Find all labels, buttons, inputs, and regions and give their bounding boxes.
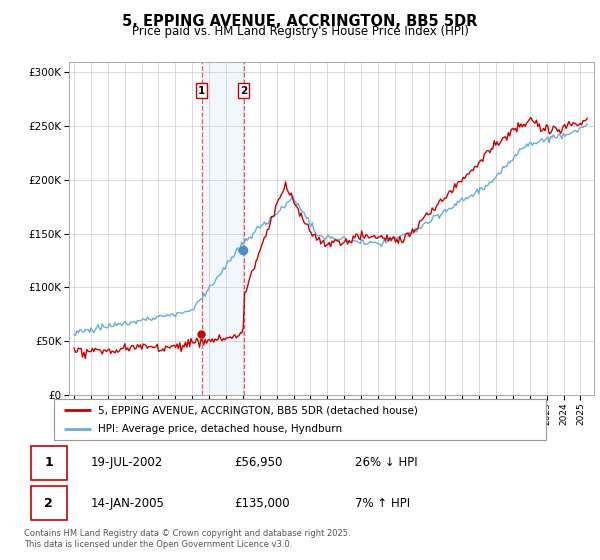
Text: 1: 1 [44, 456, 53, 469]
Text: 2: 2 [240, 86, 247, 96]
Text: £56,950: £56,950 [234, 456, 282, 469]
Text: 5, EPPING AVENUE, ACCRINGTON, BB5 5DR: 5, EPPING AVENUE, ACCRINGTON, BB5 5DR [122, 14, 478, 29]
Bar [31, 446, 67, 480]
Text: 14-JAN-2005: 14-JAN-2005 [90, 497, 164, 510]
Text: 5, EPPING AVENUE, ACCRINGTON, BB5 5DR (detached house): 5, EPPING AVENUE, ACCRINGTON, BB5 5DR (d… [98, 405, 418, 415]
Text: £135,000: £135,000 [234, 497, 289, 510]
Text: 26% ↓ HPI: 26% ↓ HPI [355, 456, 418, 469]
Text: 1: 1 [198, 86, 205, 96]
Text: Price paid vs. HM Land Registry's House Price Index (HPI): Price paid vs. HM Land Registry's House … [131, 25, 469, 38]
Text: 2: 2 [44, 497, 53, 510]
Text: 19-JUL-2002: 19-JUL-2002 [90, 456, 163, 469]
Bar [202, 62, 244, 395]
Text: Contains HM Land Registry data © Crown copyright and database right 2025.
This d: Contains HM Land Registry data © Crown c… [24, 529, 350, 549]
Text: HPI: Average price, detached house, Hyndburn: HPI: Average price, detached house, Hynd… [98, 424, 343, 433]
Bar [31, 486, 67, 520]
Text: 7% ↑ HPI: 7% ↑ HPI [355, 497, 410, 510]
